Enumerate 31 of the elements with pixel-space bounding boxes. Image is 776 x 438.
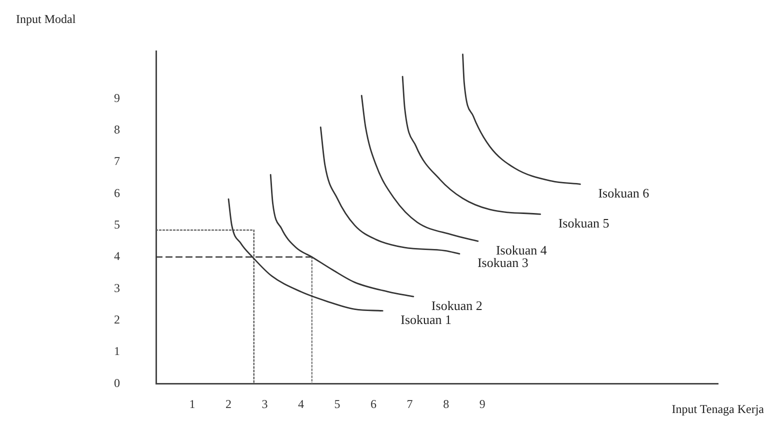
y-tick-label: 5	[114, 217, 120, 232]
y-tick-label: 3	[114, 280, 120, 295]
y-tick-label: 4	[114, 249, 120, 264]
series-label: Isokuan 6	[598, 186, 650, 201]
series-label: Isokuan 4	[496, 242, 548, 258]
series-label: Isokuan 3	[477, 255, 528, 270]
y-tick-label: 6	[114, 186, 120, 200]
y-tick-label: 1	[114, 344, 120, 358]
y-tick-label: 8	[114, 122, 120, 136]
x-tick-label: 1	[189, 396, 196, 411]
x-axis-title: Input Tenaga Kerja	[672, 402, 765, 416]
line-series	[320, 126, 460, 255]
series-label: Isokuan 2	[431, 298, 482, 313]
y-axis-title: Input Modal	[16, 12, 76, 26]
series-label: Isokuan 5	[558, 216, 610, 231]
x-tick-label: 8	[443, 396, 450, 411]
y-tick-label: 0	[114, 376, 120, 390]
line-series	[402, 76, 542, 215]
x-tick-label: 3	[262, 396, 268, 411]
x-tick-label: 4	[298, 396, 304, 411]
x-tick-label: 2	[226, 396, 232, 411]
y-tick-label: 2	[114, 312, 120, 326]
line-series	[462, 54, 581, 185]
x-tick-label: 9	[479, 396, 486, 411]
x-tick-label: 6	[370, 396, 377, 411]
y-tick-label: 7	[114, 154, 120, 168]
series-label: Isokuan 1	[400, 312, 452, 328]
y-tick-label: 9	[114, 90, 120, 105]
line-series	[360, 94, 479, 242]
x-tick-label: 7	[406, 396, 413, 411]
x-tick-label: 5	[334, 396, 340, 411]
